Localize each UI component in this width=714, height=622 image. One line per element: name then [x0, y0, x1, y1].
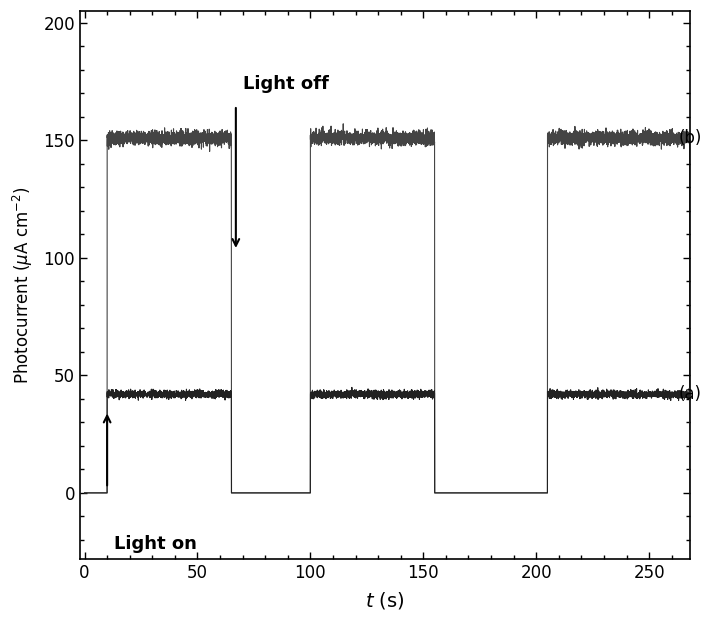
- Text: (b): (b): [678, 129, 702, 147]
- X-axis label: $t$ (s): $t$ (s): [365, 590, 405, 611]
- Text: (a): (a): [678, 385, 701, 403]
- Text: Light off: Light off: [243, 75, 328, 93]
- Y-axis label: Photocurrent ($\mu$A cm$^{-2}$): Photocurrent ($\mu$A cm$^{-2}$): [11, 186, 35, 384]
- Text: Light on: Light on: [114, 535, 197, 553]
